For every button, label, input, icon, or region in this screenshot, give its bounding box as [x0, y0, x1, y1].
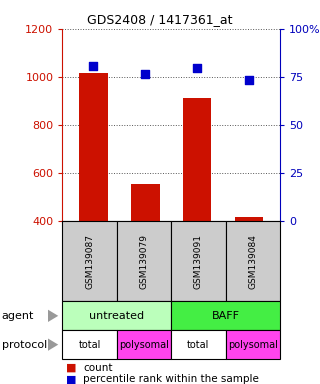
Point [143, 71, 148, 77]
Text: ■: ■ [66, 363, 76, 373]
Text: ■: ■ [66, 374, 76, 384]
Text: protocol: protocol [2, 339, 47, 350]
Polygon shape [48, 339, 58, 351]
Text: polysomal: polysomal [228, 339, 278, 350]
Point [91, 63, 96, 69]
Text: GSM139079: GSM139079 [140, 233, 148, 289]
Bar [183, 98, 211, 221]
Text: percentile rank within the sample: percentile rank within the sample [83, 374, 259, 384]
Text: count: count [83, 363, 113, 373]
Text: GSM139084: GSM139084 [248, 234, 257, 288]
Text: total: total [187, 339, 210, 350]
Text: BAFF: BAFF [212, 311, 240, 321]
Text: GSM139087: GSM139087 [85, 233, 94, 289]
Text: total: total [78, 339, 101, 350]
Point [246, 76, 252, 83]
Point [195, 65, 200, 71]
Text: GSM139091: GSM139091 [194, 233, 203, 289]
Text: agent: agent [2, 311, 34, 321]
Bar [235, 217, 263, 221]
Text: GDS2408 / 1417361_at: GDS2408 / 1417361_at [87, 13, 233, 26]
Bar [79, 73, 108, 221]
Bar [131, 184, 160, 221]
Text: untreated: untreated [89, 311, 144, 321]
Text: polysomal: polysomal [119, 339, 169, 350]
Polygon shape [48, 310, 58, 322]
